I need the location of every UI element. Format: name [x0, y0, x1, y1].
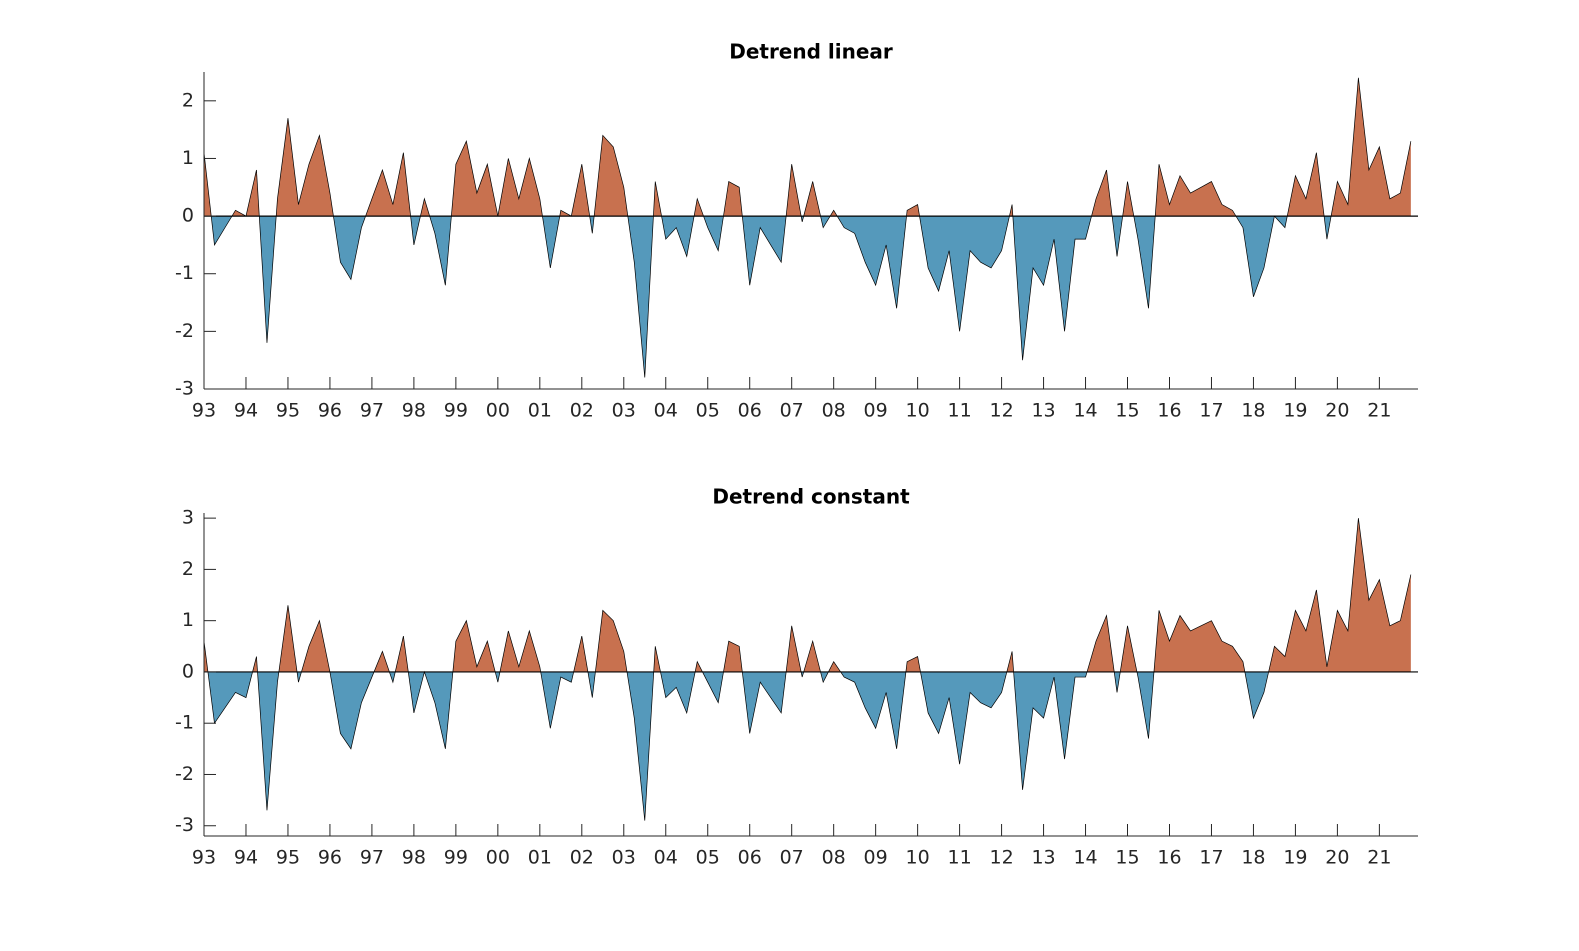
- y-tick-label: 2: [182, 558, 194, 580]
- x-tick-label: 16: [1157, 400, 1181, 422]
- x-tick-label: 06: [738, 847, 762, 869]
- x-tick-label: 95: [276, 847, 300, 869]
- x-tick-label: 07: [780, 847, 804, 869]
- x-tick-label: 12: [989, 847, 1013, 869]
- x-tick-label: 01: [528, 847, 552, 869]
- x-tick-label: 16: [1157, 847, 1181, 869]
- x-tick-label: 19: [1283, 400, 1307, 422]
- y-tick-label: 3: [182, 507, 194, 529]
- x-tick-label: 14: [1073, 400, 1097, 422]
- x-tick-label: 17: [1199, 400, 1223, 422]
- x-tick-label: 18: [1241, 847, 1265, 869]
- x-tick-label: 12: [989, 400, 1013, 422]
- x-tick-label: 06: [738, 400, 762, 422]
- x-tick-label: 11: [948, 400, 972, 422]
- x-tick-label: 99: [444, 847, 468, 869]
- positive-area: [204, 77, 1411, 217]
- y-tick-label: -2: [175, 763, 194, 785]
- x-tick-label: 96: [318, 847, 342, 869]
- x-tick-label: 04: [654, 847, 678, 869]
- positive-area: [204, 518, 1411, 672]
- y-tick-label: 0: [182, 660, 194, 682]
- x-tick-label: 09: [864, 400, 888, 422]
- x-tick-label: 05: [696, 400, 720, 422]
- x-tick-label: 10: [906, 400, 930, 422]
- y-tick-label: -1: [175, 712, 194, 734]
- x-tick-label: 04: [654, 400, 678, 422]
- y-tick-label: 1: [182, 609, 194, 631]
- series-line: [203, 77, 1412, 378]
- x-tick-label: 19: [1283, 847, 1307, 869]
- x-tick-label: 11: [948, 847, 972, 869]
- x-tick-label: 98: [402, 400, 426, 422]
- x-tick-label: 96: [318, 400, 342, 422]
- x-tick-label: 93: [192, 847, 216, 869]
- x-tick-label: 95: [276, 400, 300, 422]
- negative-area: [204, 216, 1411, 378]
- x-tick-label: 94: [234, 400, 258, 422]
- x-tick-label: 20: [1325, 400, 1349, 422]
- x-tick-label: 02: [570, 847, 594, 869]
- x-tick-label: 18: [1241, 400, 1265, 422]
- x-tick-label: 97: [360, 847, 384, 869]
- x-tick-label: 13: [1031, 847, 1055, 869]
- x-tick-label: 98: [402, 847, 426, 869]
- x-tick-label: 21: [1367, 847, 1391, 869]
- x-tick-label: 00: [486, 847, 510, 869]
- x-tick-label: 03: [612, 400, 636, 422]
- x-tick-label: 10: [906, 847, 930, 869]
- x-tick-label: 15: [1115, 847, 1139, 869]
- x-tick-label: 15: [1115, 400, 1139, 422]
- chart-title: Detrend linear: [729, 40, 893, 64]
- x-tick-label: 07: [780, 400, 804, 422]
- x-tick-label: 01: [528, 400, 552, 422]
- y-tick-label: -2: [175, 320, 194, 342]
- chart-title: Detrend constant: [712, 485, 910, 509]
- y-tick-label: 2: [182, 89, 194, 111]
- x-tick-label: 21: [1367, 400, 1391, 422]
- x-tick-label: 00: [486, 400, 510, 422]
- y-tick-label: -1: [175, 262, 194, 284]
- x-tick-label: 05: [696, 847, 720, 869]
- x-tick-label: 03: [612, 847, 636, 869]
- x-tick-label: 97: [360, 400, 384, 422]
- x-tick-label: 08: [822, 847, 846, 869]
- series-line: [203, 518, 1412, 821]
- x-tick-label: 20: [1325, 847, 1349, 869]
- x-tick-label: 09: [864, 847, 888, 869]
- x-tick-label: 94: [234, 847, 258, 869]
- x-tick-label: 99: [444, 400, 468, 422]
- x-tick-label: 08: [822, 400, 846, 422]
- x-tick-label: 13: [1031, 400, 1055, 422]
- x-tick-label: 14: [1073, 847, 1097, 869]
- x-tick-label: 93: [192, 400, 216, 422]
- y-tick-label: 1: [182, 147, 194, 169]
- y-tick-label: -3: [175, 378, 194, 400]
- x-tick-label: 17: [1199, 847, 1223, 869]
- x-tick-label: 02: [570, 400, 594, 422]
- y-tick-label: -3: [175, 814, 194, 836]
- y-tick-label: 0: [182, 205, 194, 227]
